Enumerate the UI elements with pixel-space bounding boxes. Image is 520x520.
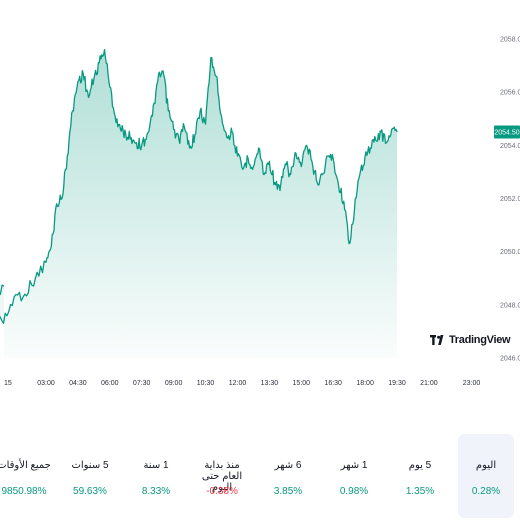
x-tick-label: 18:00 (356, 380, 374, 387)
x-tick-label: 10:30 (197, 380, 215, 387)
tradingview-logo[interactable]: TradingView (430, 334, 511, 346)
price-chart[interactable]: 2058.00 2056.00 2054.00 2052.00 2050.00 2048.… (0, 0, 520, 400)
price-line (0, 48, 398, 325)
period-label: 6 شهر (274, 460, 302, 471)
y-tick-label: 2058.00 (500, 37, 520, 44)
period-1-month[interactable]: 1 شهر 0.98% (326, 434, 382, 518)
period-today[interactable]: اليوم 0.28% (458, 434, 514, 518)
period-1-year[interactable]: 1 سنة 8.33% (128, 434, 184, 518)
period-value: 0.28% (471, 486, 501, 497)
x-tick-label: 12:00 (229, 380, 247, 387)
area-fill-shape (0, 49, 397, 358)
y-tick-label: 2050.00 (500, 249, 520, 256)
period-value: 3.85% (273, 486, 303, 497)
x-tick-label: 15 (4, 380, 12, 387)
y-tick-label: 2056.00 (500, 90, 520, 97)
performance-periods: اليوم 0.28% 5 يوم 1.35% 1 شهر 0.98% 6 شه… (0, 432, 520, 520)
period-value: 8.33% (141, 486, 171, 497)
current-price-label: 2054.50 (494, 130, 519, 137)
period-ytd[interactable]: منذ بداية العام حتى اليوم 0.38%- (194, 434, 250, 518)
y-tick-label: 2046.00 (500, 356, 520, 363)
x-tick-label: 23:00 (463, 380, 481, 387)
period-5-years[interactable]: 5 سنوات 59.63% (62, 434, 118, 518)
period-label: 5 يوم (408, 460, 432, 471)
x-tick-label: 03:00 (37, 380, 55, 387)
period-value: 0.38%- (206, 486, 238, 497)
period-value: 59.63% (73, 486, 107, 497)
x-tick-label: 07:30 (133, 380, 151, 387)
period-all-time[interactable]: جميع الأوقات 9850.98% (0, 434, 52, 518)
period-label: اليوم (475, 460, 497, 471)
y-tick-label: 2054.00 (500, 143, 520, 150)
x-tick-label: 15:00 (293, 380, 311, 387)
x-axis: 15 03:00 04:30 06:00 07:30 09:00 10:30 12:00 13:… (4, 380, 480, 387)
tradingview-logo-text: TradingView (449, 334, 511, 346)
period-label: 5 سنوات (71, 460, 109, 471)
tradingview-logo-icon (430, 334, 444, 345)
period-label: 1 سنة (143, 460, 169, 471)
period-6-months[interactable]: 6 شهر 3.85% (260, 434, 316, 518)
period-value: 9850.98% (1, 486, 47, 497)
x-tick-label: 16:30 (324, 380, 342, 387)
y-tick-label: 2048.00 (500, 302, 520, 309)
period-value: 0.98% (339, 486, 369, 497)
period-value: 1.35% (405, 486, 435, 497)
area-fill (0, 49, 397, 358)
period-5-days[interactable]: 5 يوم 1.35% (392, 434, 448, 518)
x-tick-label: 13:30 (261, 380, 279, 387)
y-axis: 2058.00 2056.00 2054.00 2052.00 2050.00 2048.… (500, 37, 520, 363)
x-tick-label: 19:30 (388, 380, 406, 387)
period-label: جميع الأوقات (0, 460, 51, 471)
current-price-tag: 2054.50 (494, 125, 520, 139)
y-tick-label: 2052.00 (500, 196, 520, 203)
x-tick-label: 06:00 (101, 380, 119, 387)
series-line (0, 48, 398, 325)
period-label: منذ بداية العام حتى اليوم (201, 460, 243, 493)
x-tick-label: 21:00 (420, 380, 438, 387)
period-label: 1 شهر (340, 460, 368, 471)
x-tick-label: 09:00 (165, 380, 183, 387)
x-tick-label: 04:30 (69, 380, 87, 387)
